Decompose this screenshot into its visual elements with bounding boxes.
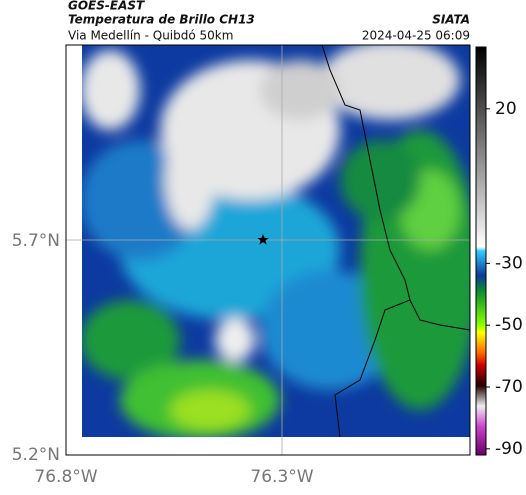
title: Temperatura de Brillo CH13	[68, 13, 255, 27]
colorbar-ticks: 20 -30 -50 -70 -90	[486, 99, 523, 459]
satellite-image	[82, 45, 470, 437]
colorbar-tick-label: -90	[495, 439, 523, 459]
map-frame	[65, 44, 471, 456]
org: SIATA	[432, 13, 470, 27]
colorbar-tick-label: -50	[495, 315, 523, 335]
x-tick-label: 76.3°W	[250, 467, 313, 487]
subtitle: Via Medellín - Quibdó 50km	[68, 29, 233, 43]
datetime: 2024-04-25 06:09	[362, 29, 470, 43]
location-marker	[257, 234, 269, 245]
y-tick-label: 5.7°N	[12, 231, 60, 251]
colorbar-tick-label: -30	[495, 253, 523, 273]
y-tick-label: 5.2°N	[12, 445, 60, 465]
colorbar-tick-label: 20	[495, 99, 517, 119]
colorbar-tick-label: -70	[495, 377, 523, 397]
source: GOES-EAST	[68, 0, 145, 13]
colorbar	[475, 46, 487, 456]
x-tick-label: 76.8°W	[34, 467, 97, 487]
